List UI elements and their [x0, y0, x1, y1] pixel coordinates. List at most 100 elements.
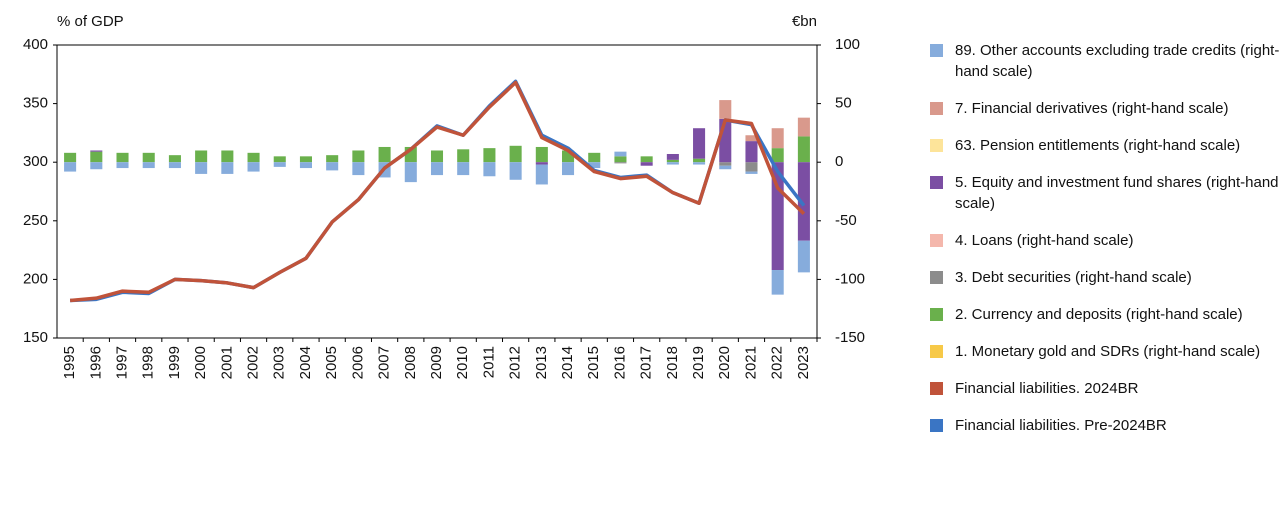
bar [562, 162, 575, 176]
bar [666, 159, 679, 163]
bar [562, 150, 575, 163]
legend-swatch [930, 102, 943, 115]
legend-label: Financial liabilities. 2024BR [955, 380, 1139, 397]
bar [299, 162, 312, 169]
y2-tick-label: 100 [835, 36, 860, 53]
bar [588, 162, 601, 169]
bar [535, 146, 548, 163]
bar [221, 150, 234, 163]
legend: 89. Other accounts excluding trade credi… [930, 40, 1280, 452]
bar [221, 162, 234, 174]
x-tick-label: 2018 [664, 346, 681, 379]
legend-item: 5. Equity and investment fund shares (ri… [930, 172, 1280, 214]
bar [273, 156, 286, 163]
bar [719, 100, 732, 119]
bar [247, 152, 260, 163]
legend-swatch [930, 139, 943, 152]
legend-label: 3. Debt securities (right-hand scale) [955, 269, 1192, 286]
line [70, 79, 806, 303]
bar [142, 152, 155, 163]
y-tick-label: 200 [23, 270, 48, 287]
y2-tick-label: 50 [835, 95, 852, 112]
y-tick-label: 400 [23, 36, 48, 53]
bar [693, 128, 706, 159]
bar [797, 117, 810, 137]
legend-label: Financial liabilities. Pre-2024BR [955, 417, 1167, 434]
bar [719, 162, 732, 166]
x-tick-label: 2016 [611, 346, 628, 379]
bar [326, 155, 339, 163]
bar [168, 162, 181, 169]
chart: % of GDP €bn 150200250300350400-150-100-… [23, 13, 865, 379]
x-tick-label: 1999 [166, 346, 183, 379]
bar [509, 162, 522, 180]
y-axis-title: % of GDP [57, 13, 124, 30]
x-tick-label: 2002 [245, 346, 262, 379]
legend-label: 5. Equity and investment fund shares (ri… [955, 174, 1279, 212]
bar [745, 171, 758, 174]
x-tick-label: 2023 [795, 346, 812, 379]
x-tick-label: 2012 [507, 346, 524, 379]
bar [797, 162, 810, 241]
legend-item: 4. Loans (right-hand scale) [930, 230, 1280, 251]
x-tick-label: 2003 [271, 346, 288, 379]
bar [719, 165, 732, 170]
bar [116, 162, 129, 169]
bar [693, 162, 706, 165]
bar [483, 162, 496, 177]
legend-label: 2. Currency and deposits (right-hand sca… [955, 306, 1243, 323]
x-tick-label: 1997 [113, 346, 130, 379]
bar [745, 141, 758, 163]
line [69, 80, 806, 303]
bar [640, 156, 653, 163]
x-tick-label: 2022 [769, 346, 786, 379]
bar [168, 155, 181, 163]
x-tick-label: 2017 [638, 346, 655, 379]
y2-tick-label: 0 [835, 153, 843, 170]
bar [614, 151, 627, 157]
bar [352, 150, 365, 163]
legend-item: Financial liabilities. Pre-2024BR [930, 415, 1280, 436]
bar [666, 162, 679, 165]
bar [771, 148, 784, 163]
bar [640, 162, 653, 166]
bar [509, 145, 522, 163]
x-tick-label: 1998 [140, 346, 157, 379]
bar [326, 162, 339, 171]
bar [273, 162, 286, 167]
legend-label: 89. Other accounts excluding trade credi… [955, 42, 1280, 80]
bar [745, 162, 758, 172]
bar [195, 162, 208, 174]
bar [588, 152, 601, 163]
bar [195, 150, 208, 163]
legend-item: 7. Financial derivatives (right-hand sca… [930, 98, 1280, 119]
legend-swatch [930, 308, 943, 321]
x-tick-label: 2021 [742, 346, 759, 379]
bar [483, 148, 496, 163]
legend-label: 1. Monetary gold and SDRs (right-hand sc… [955, 343, 1261, 360]
legend-item: Financial liabilities. 2024BR [930, 378, 1280, 399]
bar [614, 156, 627, 163]
bar [378, 146, 391, 163]
x-tick-label: 1996 [87, 346, 104, 379]
legend-swatch [930, 176, 943, 189]
bar [404, 162, 417, 183]
bar [247, 162, 260, 172]
x-tick-label: 2015 [585, 346, 602, 379]
bar [771, 270, 784, 295]
x-tick-label: 2006 [349, 346, 366, 379]
bar [614, 162, 627, 164]
legend-label: 63. Pension entitlements (right-hand sca… [955, 137, 1241, 154]
x-tick-label: 2004 [297, 346, 314, 379]
x-tick-label: 2009 [428, 346, 445, 379]
bar [64, 152, 77, 163]
bar [535, 162, 548, 165]
legend-swatch [930, 382, 943, 395]
x-tick-label: 2008 [402, 346, 419, 379]
legend-item: 89. Other accounts excluding trade credi… [930, 40, 1280, 82]
legend-swatch [930, 419, 943, 432]
y-tick-label: 250 [23, 212, 48, 229]
y2-tick-label: -100 [835, 270, 865, 287]
legend-item: 1. Monetary gold and SDRs (right-hand sc… [930, 341, 1280, 362]
bar [142, 162, 155, 169]
